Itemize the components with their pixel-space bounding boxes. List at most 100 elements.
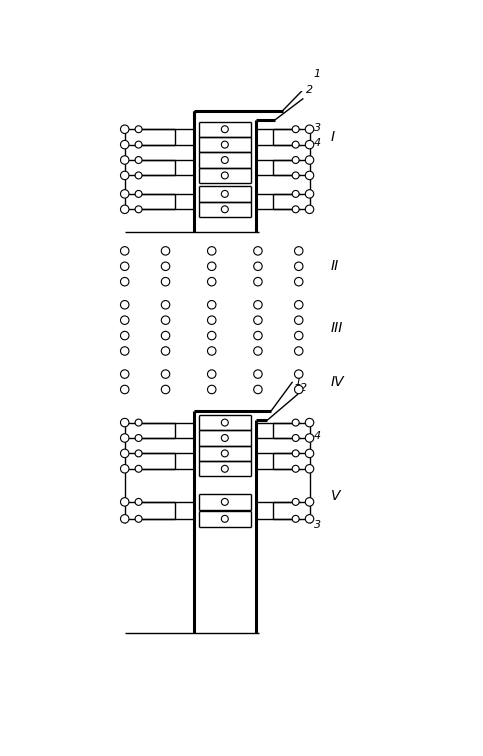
Circle shape [254,316,262,324]
Circle shape [208,370,216,378]
Circle shape [120,171,129,180]
Circle shape [208,347,216,355]
Text: 2: 2 [306,85,313,95]
Circle shape [295,386,303,394]
Circle shape [221,516,228,522]
Circle shape [221,172,228,179]
Circle shape [135,498,142,505]
Circle shape [292,516,299,522]
Text: III: III [331,321,343,335]
Circle shape [120,262,129,271]
Circle shape [221,206,228,212]
Circle shape [292,466,299,472]
Circle shape [120,190,129,198]
Circle shape [120,205,129,213]
Text: 2: 2 [299,383,307,392]
Circle shape [305,171,314,180]
Circle shape [120,370,129,378]
Circle shape [161,316,170,324]
Circle shape [254,331,262,339]
Circle shape [221,450,228,457]
Circle shape [221,125,228,133]
Circle shape [221,435,228,442]
Circle shape [208,262,216,271]
Text: II: II [331,259,340,273]
Circle shape [208,301,216,309]
Circle shape [135,206,142,212]
Circle shape [292,435,299,442]
Circle shape [161,386,170,394]
Text: 4: 4 [314,138,321,148]
Circle shape [292,206,299,212]
Circle shape [120,464,129,473]
Circle shape [305,515,314,523]
Text: 3: 3 [314,122,321,133]
Circle shape [292,191,299,197]
Circle shape [254,386,262,394]
Circle shape [161,370,170,378]
Circle shape [120,449,129,457]
Text: IV: IV [331,375,345,389]
Circle shape [254,262,262,271]
Circle shape [221,466,228,472]
Circle shape [161,331,170,339]
Circle shape [120,316,129,324]
Circle shape [120,301,129,309]
Circle shape [295,277,303,286]
Circle shape [295,262,303,271]
Circle shape [135,419,142,426]
Circle shape [295,301,303,309]
Circle shape [221,141,228,148]
Circle shape [161,301,170,309]
Circle shape [295,246,303,255]
Circle shape [135,435,142,442]
Circle shape [208,331,216,339]
Circle shape [292,156,299,163]
Circle shape [135,450,142,457]
Circle shape [208,316,216,324]
Circle shape [295,347,303,355]
Circle shape [135,191,142,197]
Circle shape [120,156,129,164]
Circle shape [135,141,142,148]
Circle shape [208,246,216,255]
Circle shape [305,156,314,164]
Circle shape [295,331,303,339]
Circle shape [120,497,129,506]
Circle shape [305,464,314,473]
Circle shape [120,277,129,286]
Circle shape [161,277,170,286]
Circle shape [120,246,129,255]
Text: 3: 3 [314,520,321,530]
Circle shape [221,156,228,163]
Text: 1: 1 [294,376,301,387]
Circle shape [254,347,262,355]
Circle shape [120,418,129,427]
Circle shape [221,191,228,197]
Circle shape [161,262,170,271]
Circle shape [120,434,129,442]
Circle shape [120,125,129,134]
Circle shape [305,434,314,442]
Circle shape [292,172,299,179]
Circle shape [208,386,216,394]
Text: 1: 1 [313,69,321,79]
Circle shape [254,246,262,255]
Circle shape [305,497,314,506]
Circle shape [221,419,228,426]
Circle shape [135,516,142,522]
Circle shape [120,141,129,149]
Circle shape [292,419,299,426]
Circle shape [305,190,314,198]
Circle shape [305,418,314,427]
Circle shape [135,172,142,179]
Circle shape [161,246,170,255]
Text: I: I [331,130,335,144]
Circle shape [305,141,314,149]
Circle shape [120,386,129,394]
Circle shape [120,331,129,339]
Circle shape [305,449,314,457]
Circle shape [295,370,303,378]
Circle shape [254,370,262,378]
Circle shape [135,125,142,133]
